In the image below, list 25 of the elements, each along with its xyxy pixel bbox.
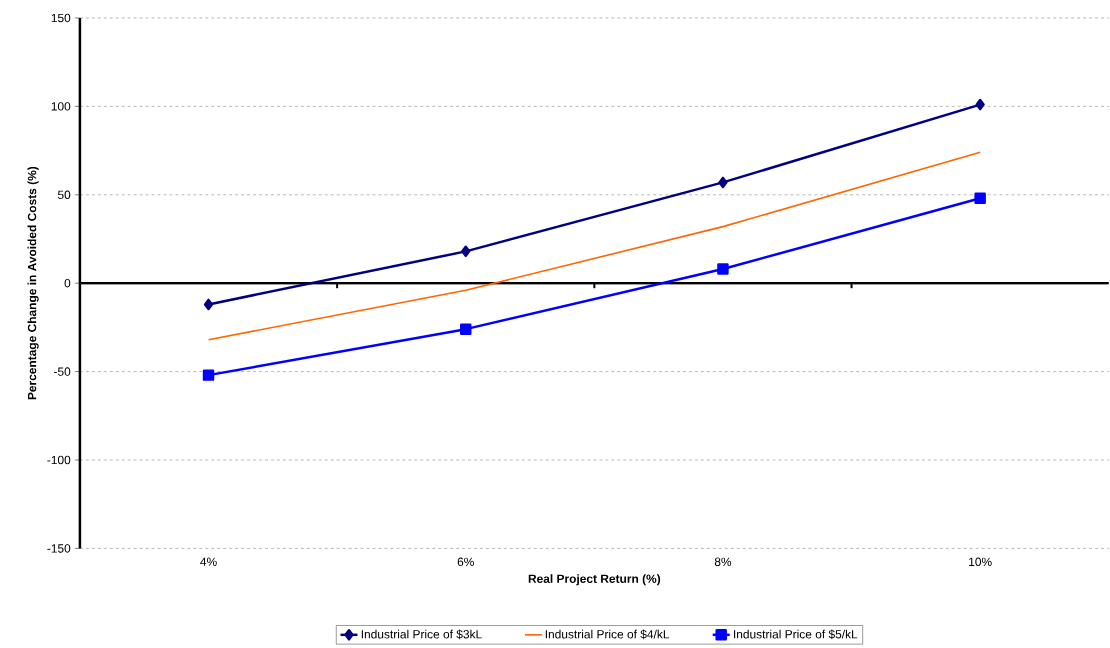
y-tick-label: 100	[51, 102, 71, 111]
point	[461, 245, 471, 257]
y-tick-label: -100	[47, 455, 71, 465]
x-tick-label: 4%	[200, 557, 217, 566]
x-tick-label: 8%	[714, 557, 732, 566]
point	[718, 176, 728, 189]
legend-label: Industrial Price of $4/kL	[545, 629, 670, 640]
point	[459, 323, 472, 335]
x-tick-label: 10%	[969, 557, 992, 566]
y-tick-label: -150	[47, 544, 71, 553]
y-tick-label: -50	[54, 367, 71, 376]
y-tick-label: 0	[64, 278, 71, 288]
point	[202, 369, 215, 381]
y-tick-label: 150	[51, 13, 71, 23]
line-series	[207, 151, 981, 341]
y-tick-label: 50	[57, 190, 71, 199]
y-axis-title: Percentage Change in Avoided Costs (%)	[27, 166, 39, 400]
x-axis-title: Real Project Return (%)	[528, 574, 661, 586]
x-tick-label: 6%	[457, 557, 474, 566]
point	[975, 98, 985, 111]
point	[203, 298, 214, 311]
legend-label: Industrial Price of $3kL	[361, 629, 482, 640]
legend-label: Industrial Price of $5/kL	[734, 629, 858, 640]
point	[974, 192, 986, 204]
point	[717, 263, 729, 275]
